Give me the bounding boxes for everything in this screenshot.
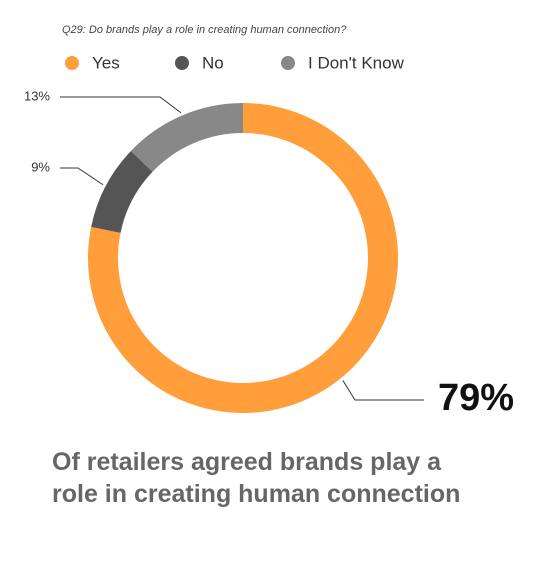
donut-slice xyxy=(91,150,153,233)
leader-line xyxy=(60,167,104,186)
legend-swatch xyxy=(175,56,189,70)
chart-title: Q29: Do brands play a role in creating h… xyxy=(62,24,347,36)
legend-swatch xyxy=(281,56,295,70)
legend-label: I Don't Know xyxy=(308,53,405,72)
chart: Q29: Do brands play a role in creating h… xyxy=(24,24,514,419)
leader-line xyxy=(60,96,182,114)
leader-line xyxy=(342,380,424,401)
value-label: 79% xyxy=(438,377,514,419)
legend-swatch xyxy=(65,56,79,70)
caption: Of retailers agreed brands play a role i… xyxy=(52,448,461,508)
value-label: 9% xyxy=(31,159,50,174)
legend-label: No xyxy=(202,53,224,72)
legend-label: Yes xyxy=(92,53,120,72)
value-label: 13% xyxy=(24,88,50,103)
donut-slice xyxy=(130,103,243,172)
